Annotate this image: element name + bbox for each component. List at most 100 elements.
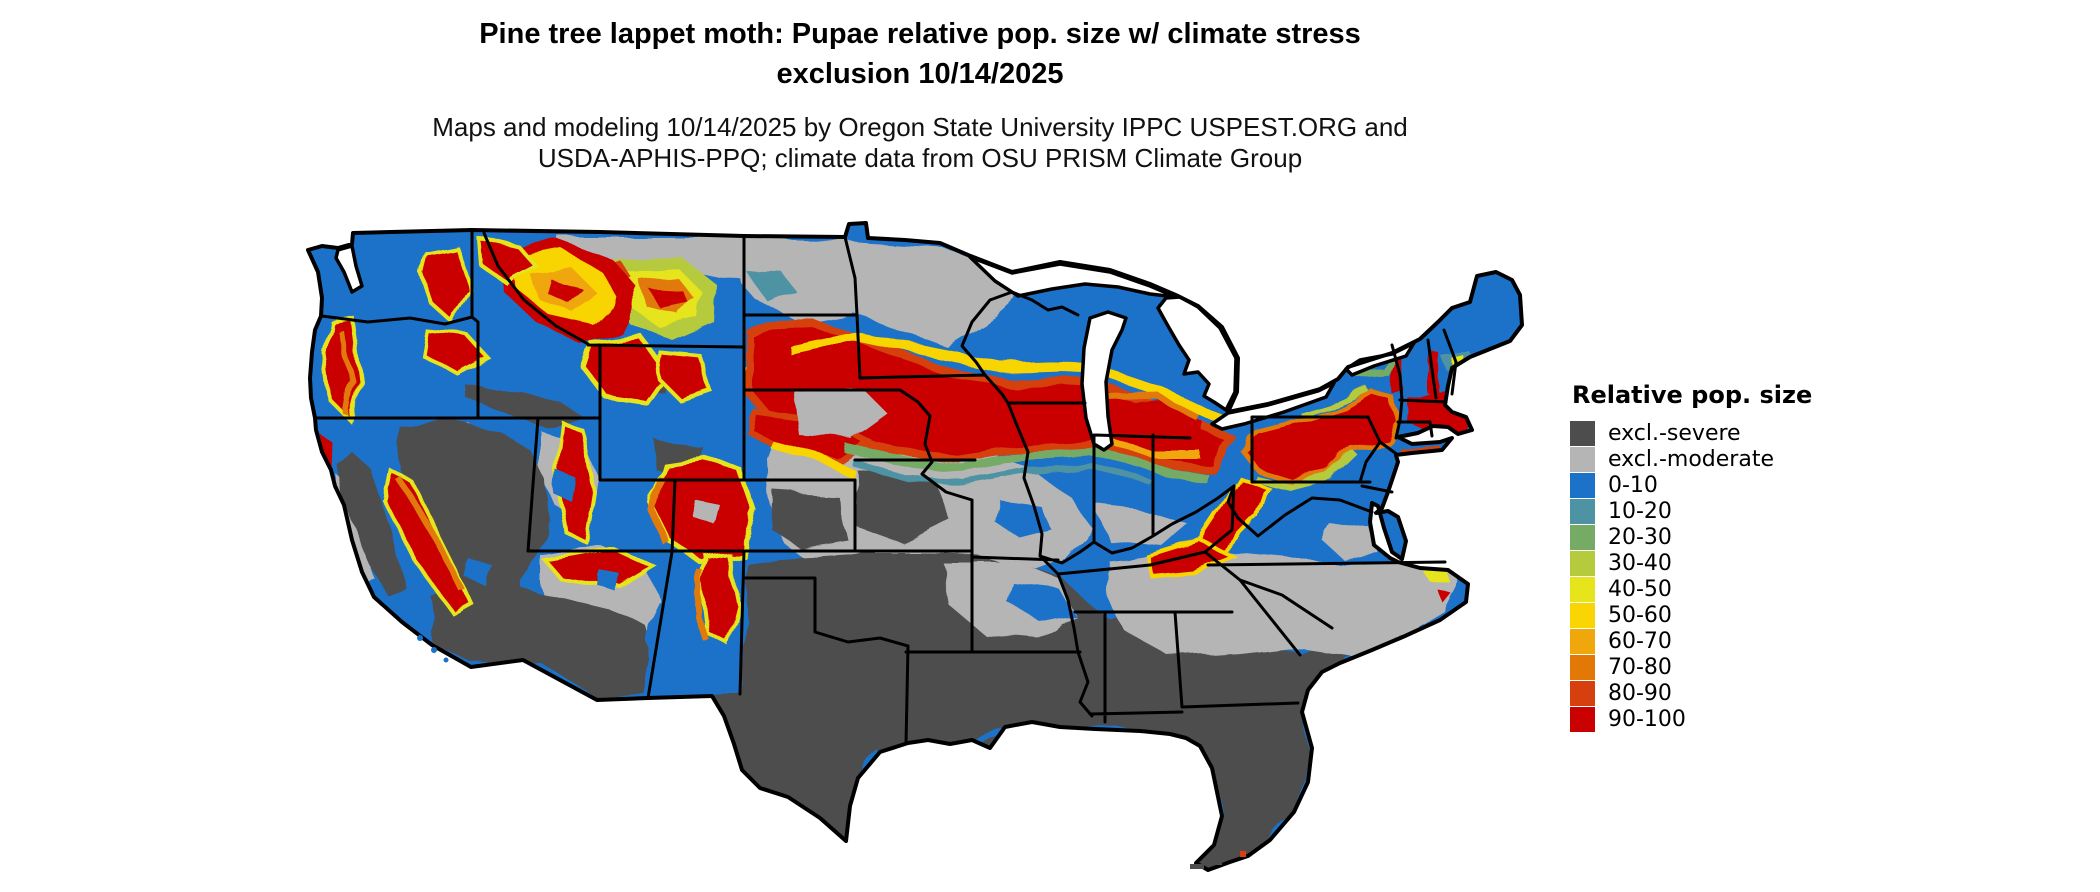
legend-row: excl.-severe: [1570, 421, 1890, 446]
region-high-pop-michigan-south: [1102, 402, 1205, 452]
legend-label: excl.-moderate: [1608, 447, 1774, 472]
region-low-pop-arkansas-patch: [1010, 585, 1075, 622]
legend-swatch-80-90: [1570, 681, 1595, 706]
legend-row: 30-40: [1570, 551, 1890, 576]
region-excl-moderate-south-park: [695, 500, 720, 525]
legend-row: 80-90: [1570, 681, 1890, 706]
fringe-amber-ohio: [1099, 436, 1198, 456]
florida-keys: [1212, 860, 1222, 865]
legend-row: 40-50: [1570, 577, 1890, 602]
fringe-teal-band-south: [851, 459, 1151, 488]
region-high-pop-sangre-de-cristo: [697, 549, 739, 645]
legend-label: 10-20: [1608, 499, 1672, 524]
region-excl-moderate-northern-plains: [744, 238, 1028, 348]
subtitle-line2: USDA-APHIS-PPQ; climate data from OSU PR…: [537, 143, 1303, 173]
region-high-pop-northern-rockies-core: [548, 280, 582, 303]
florida-keys: [1190, 864, 1204, 869]
legend-swatch-excl-moderate: [1570, 447, 1595, 472]
fringe-orange-sierra-east: [397, 478, 465, 592]
fringe-green-band-south: [843, 443, 1206, 481]
legend-row: 0-10: [1570, 473, 1890, 498]
puget-sound: [334, 244, 364, 294]
region-excl-severe-central-valley: [334, 452, 408, 600]
region-low-pop-utah-patch: [554, 470, 576, 502]
region-excl-severe-south: [714, 552, 1402, 868]
legend-swatch-70-80: [1570, 655, 1595, 680]
legend-label: 30-40: [1608, 551, 1672, 576]
channel-island: [417, 635, 423, 641]
lake-michigan: [1080, 310, 1128, 452]
florida-keys-red-speck: [1240, 851, 1246, 857]
legend-swatch-40-50: [1570, 577, 1595, 602]
region-excl-moderate-virginia-patches: [1322, 524, 1378, 556]
region-high-pop-montana-east-red: [650, 290, 692, 312]
legend-swatch-50-60: [1570, 603, 1595, 628]
legend-swatch-30-40: [1570, 551, 1595, 576]
legend-swatch-60-70: [1570, 629, 1595, 654]
legend-label: 60-70: [1608, 629, 1672, 654]
legend-label: 80-90: [1608, 681, 1672, 706]
legend-row: 20-30: [1570, 525, 1890, 550]
fringe-orange-michigan: [1109, 394, 1202, 423]
region-high-pop-sierra-nevada: [383, 469, 473, 615]
region-low-pop-missouri-patch: [995, 500, 1052, 538]
offshore-islands: [417, 635, 1246, 869]
legend-row: 10-20: [1570, 499, 1890, 524]
region-excl-severe-colorado-plains: [772, 492, 848, 548]
legend-swatch-20-30: [1570, 525, 1595, 550]
legend-row: 50-60: [1570, 603, 1890, 628]
region-excl-moderate-ohio-valley: [1096, 506, 1188, 546]
channel-island: [431, 647, 437, 653]
fringe-red-long-island: [1399, 443, 1439, 453]
legend-label: 50-60: [1608, 603, 1672, 628]
region-excl-severe-great-basin: [398, 419, 549, 612]
region-low-pop-dakota-teal: [750, 270, 795, 302]
region-high-pop-pennsylvania-newyork: [1240, 389, 1401, 483]
region-excl-moderate-sandhills-hole: [795, 388, 888, 440]
lake-ontario: [1344, 341, 1416, 377]
fringe-orange-cascades-east: [337, 329, 355, 416]
region-excl-severe-arizona-south: [430, 580, 645, 698]
region-high-pop-blue-mountains: [421, 329, 494, 379]
region-high-pop-bighorn: [653, 349, 715, 405]
state-borders: [313, 228, 1458, 746]
legend: Relative pop. size excl.-severe excl.-mo…: [1570, 381, 1890, 733]
fringe-yellowgreen-ny: [1299, 386, 1370, 417]
fringe-gold-band-north: [788, 330, 1231, 429]
region-low-pop-arizona-patch-b: [466, 560, 495, 588]
region-excl-severe-kansas-core: [855, 468, 952, 545]
region-high-pop-southern-newengland: [1406, 392, 1470, 430]
legend-row: 60-70: [1570, 629, 1890, 654]
channel-island: [443, 657, 449, 663]
legend-row: 90-100: [1570, 707, 1890, 732]
fringe-gold-nebraska: [770, 441, 854, 476]
legend-swatch-90-100: [1570, 707, 1595, 732]
region-high-pop-yellowstone: [579, 333, 670, 405]
legend-row: excl.-moderate: [1570, 447, 1890, 472]
legend-label: excl.-severe: [1608, 421, 1741, 446]
legend-row: 70-80: [1570, 655, 1890, 680]
conus-outline: [306, 221, 1524, 872]
legend-swatch-10-20: [1570, 499, 1595, 524]
legend-swatch-excl-severe: [1570, 421, 1595, 446]
legend-label: 90-100: [1608, 707, 1686, 732]
subtitle-line1: Maps and modeling 10/14/2025 by Oregon S…: [432, 112, 1408, 142]
fringe-orange-new-mexico: [692, 569, 709, 642]
page-title-line2: exclusion 10/14/2025: [776, 58, 1064, 90]
region-high-pop-okanogan: [475, 235, 542, 287]
legend-title: Relative pop. size: [1572, 381, 1813, 409]
page-title-line1: Pine tree lappet moth: Pupae relative po…: [479, 18, 1361, 50]
region-low-pop-arizona-patch-a: [598, 570, 622, 592]
legend-label: 20-30: [1608, 525, 1672, 550]
legend-label: 40-50: [1608, 577, 1672, 602]
legend-swatch-0-10: [1570, 473, 1595, 498]
legend-label: 70-80: [1608, 655, 1672, 680]
region-high-pop-outer-banks-speck: [1438, 590, 1452, 604]
heading-block: Pine tree lappet moth: Pupae relative po…: [0, 14, 1840, 174]
fringe-orange-colorado-west: [648, 474, 672, 547]
subtitle-block: Maps and modeling 10/14/2025 by Oregon S…: [0, 112, 1840, 174]
region-excl-moderate-southeast-belt: [1105, 550, 1460, 658]
legend-label: 0-10: [1608, 473, 1658, 498]
